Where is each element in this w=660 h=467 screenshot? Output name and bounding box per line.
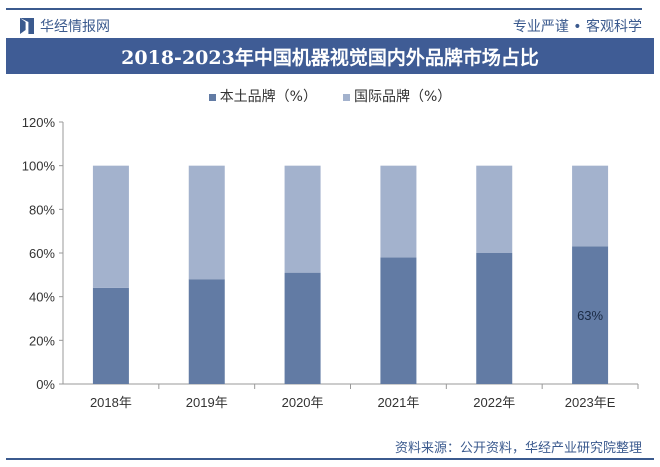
x-tick-label: 2021年 [377, 395, 419, 410]
bar-international [92, 165, 129, 288]
chart-title: 2018-2023年中国机器视觉国内外品牌市场占比 [6, 38, 654, 74]
x-tick-label: 2018年 [90, 395, 132, 410]
y-tick-label: 20% [29, 333, 55, 348]
x-tick-label: 2020年 [282, 395, 324, 410]
y-tick-label: 60% [29, 246, 55, 261]
bar-domestic [188, 279, 225, 384]
slogan: 专业严谨 • 客观科学 [512, 19, 642, 35]
bar-international [188, 165, 225, 280]
bar-international [284, 165, 321, 273]
top-rule [6, 8, 642, 10]
y-tick-label: 100% [22, 159, 56, 174]
legend-swatch [208, 93, 216, 101]
legend: 本土品牌（%） 国际品牌（%） [0, 86, 660, 106]
bar-international [572, 165, 609, 247]
bar-domestic [476, 253, 513, 384]
legend-item-international: 国际品牌（%） [343, 86, 451, 106]
y-tick-label: 80% [29, 202, 55, 217]
x-tick-label: 2022年 [473, 395, 515, 410]
brand: 华经情报网 [20, 16, 110, 36]
bar-domestic [572, 246, 609, 384]
y-tick-label: 40% [29, 290, 55, 305]
x-tick-label: 2023年E [565, 395, 616, 410]
bar-international [476, 165, 513, 253]
x-tick-label: 2019年 [186, 395, 228, 410]
source-note: 资料来源：公开资料，华经产业研究院整理 [394, 441, 642, 456]
brand-name: 华经情报网 [40, 19, 110, 35]
bar-domestic [284, 272, 321, 384]
bar-domestic [92, 287, 129, 384]
y-tick-label: 120% [22, 115, 56, 130]
bottom-rule [6, 458, 654, 460]
bar-domestic [380, 257, 417, 384]
legend-swatch [343, 93, 350, 101]
legend-item-domestic: 本土品牌（%） [208, 86, 317, 106]
data-label: 63% [577, 308, 603, 323]
bar-international [380, 165, 417, 258]
y-tick-label: 0% [36, 377, 55, 392]
